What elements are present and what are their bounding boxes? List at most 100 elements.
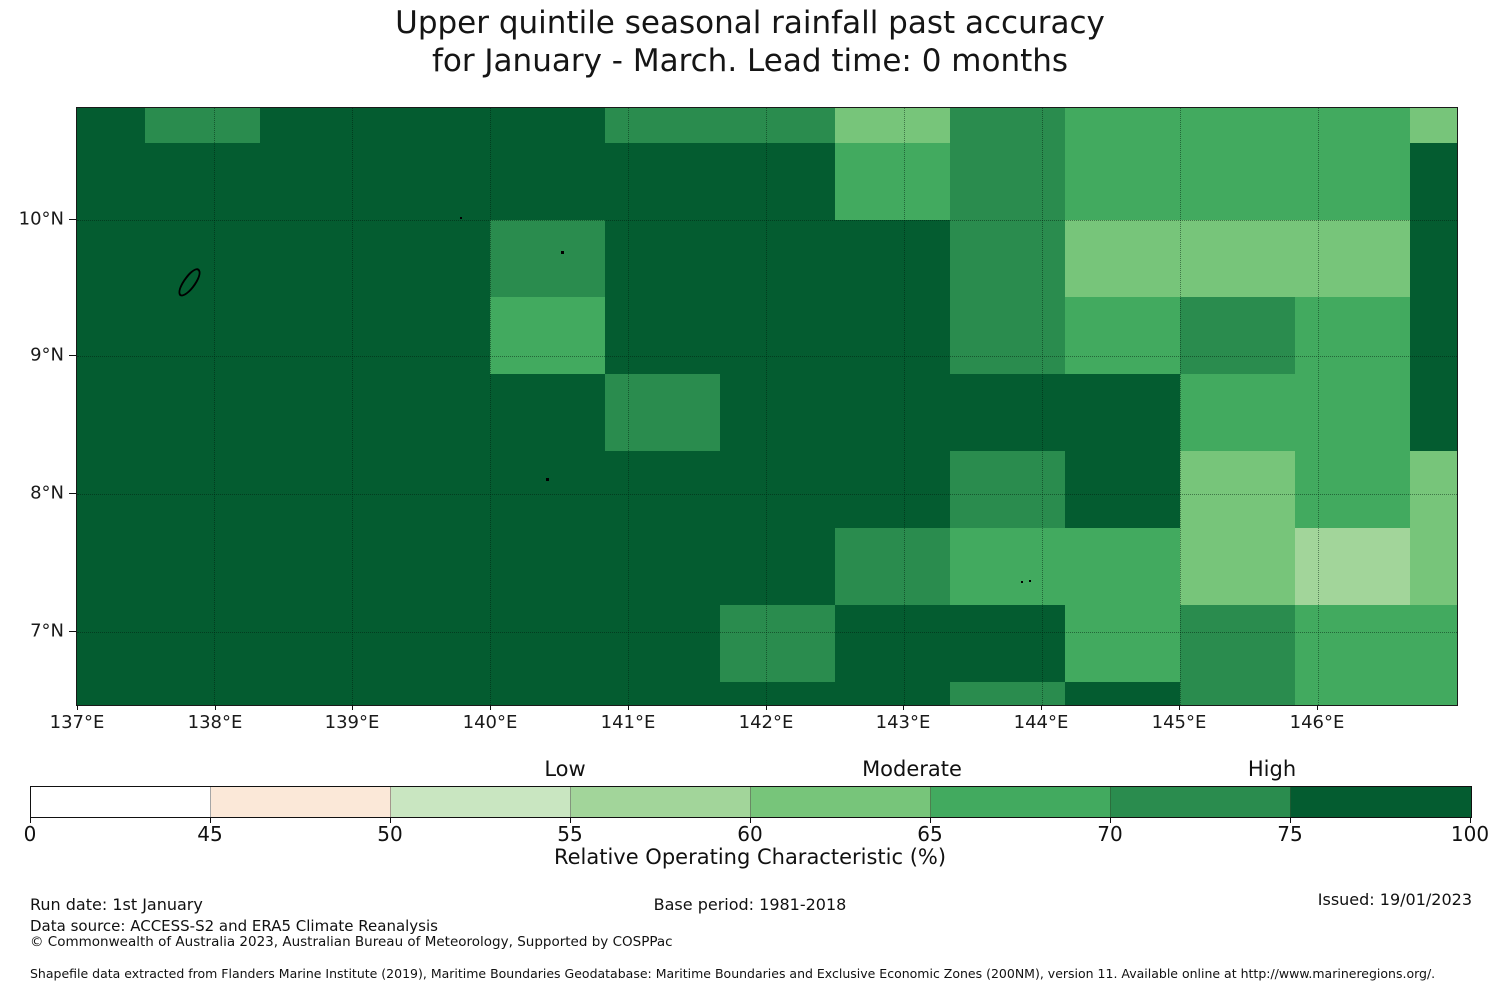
colorbar-tick-mark [1290, 818, 1291, 823]
colorbar-segment [1111, 787, 1291, 817]
map-cell [490, 605, 605, 682]
colorbar-segment [931, 787, 1111, 817]
parallel-gridline [77, 632, 1457, 633]
map-cell [145, 143, 260, 220]
meridian-gridline [214, 108, 215, 705]
map-cell [145, 108, 260, 143]
map-cell [1410, 682, 1457, 705]
island-dot [546, 478, 549, 481]
map-cell [77, 297, 145, 374]
map-cell [605, 143, 720, 220]
map-cell [260, 297, 375, 374]
map-cell [1295, 297, 1410, 374]
map-cell [260, 528, 375, 605]
map-cell [1410, 220, 1457, 297]
map-cell [605, 297, 720, 374]
map-cell [77, 682, 145, 705]
x-tick-label: 139°E [324, 712, 380, 733]
map-cell [720, 451, 835, 528]
colorbar-tick-mark [1110, 818, 1111, 823]
colorbar-tick-mark [930, 818, 931, 823]
colorbar-segment [211, 787, 391, 817]
y-tick-mark [69, 355, 76, 356]
map-cell [1180, 143, 1295, 220]
colorbar-tick-label: 55 [557, 822, 583, 846]
map-cell [490, 528, 605, 605]
meridian-gridline [904, 108, 905, 705]
map-cell [490, 451, 605, 528]
map-cell [720, 108, 835, 143]
map-cell [1295, 682, 1410, 705]
colorbar [30, 786, 1472, 818]
page-title-line1: Upper quintile seasonal rainfall past ac… [395, 5, 1105, 41]
map-cell [1180, 374, 1295, 451]
page-title: Upper quintile seasonal rainfall past ac… [0, 4, 1500, 80]
map-cell [260, 108, 375, 143]
x-tick-mark [352, 705, 353, 710]
map-cell [1180, 297, 1295, 374]
x-tick-label: 141°E [600, 712, 656, 733]
map-cell [1295, 605, 1410, 682]
map-cell [1065, 528, 1180, 605]
map-cell [1410, 297, 1457, 374]
map-cell [835, 682, 950, 705]
map-cell [1065, 682, 1180, 705]
map-cell [950, 108, 1065, 143]
x-tick-label: 138°E [187, 712, 243, 733]
colorbar-segment [751, 787, 931, 817]
page-title-line2: for January - March. Lead time: 0 months [431, 43, 1069, 79]
map-cell [77, 451, 145, 528]
copyright-text: © Commonwealth of Australia 2023, Austra… [30, 934, 673, 950]
map-cell [950, 143, 1065, 220]
parallel-gridline [77, 356, 1457, 357]
map-cell [835, 143, 950, 220]
map-cell [77, 143, 145, 220]
map-cell [1065, 374, 1180, 451]
parallel-gridline [77, 494, 1457, 495]
map-cell [605, 605, 720, 682]
y-tick-mark [69, 219, 76, 220]
meridian-gridline [1180, 108, 1181, 705]
map-cell [375, 297, 490, 374]
y-tick-mark [69, 493, 76, 494]
map-cell [1065, 451, 1180, 528]
map-cell [835, 108, 950, 143]
map-cell [375, 108, 490, 143]
map-cell [375, 220, 490, 297]
island-dot [561, 251, 564, 254]
meridian-gridline [1042, 108, 1043, 705]
map-cell [950, 605, 1065, 682]
colorbar-tick-mark [210, 818, 211, 823]
meridian-gridline [628, 108, 629, 705]
map-cell [1295, 220, 1410, 297]
map-cell [145, 297, 260, 374]
map-cell [375, 374, 490, 451]
meridian-gridline [766, 108, 767, 705]
meridian-gridline [352, 108, 353, 705]
map-cell [605, 528, 720, 605]
map-cell [77, 220, 145, 297]
parallel-gridline [77, 220, 1457, 221]
x-tick-mark [1317, 705, 1318, 710]
run-date-text: Run date: 1st January [30, 895, 203, 914]
y-tick-label: 10°N [18, 208, 64, 230]
meridian-gridline [1318, 108, 1319, 705]
map-cell [720, 143, 835, 220]
colorbar-tick-label: 70 [1097, 822, 1123, 846]
map-cell [720, 528, 835, 605]
map-cell [490, 682, 605, 705]
map-cell [1410, 374, 1457, 451]
map-cell [260, 220, 375, 297]
map-cell [145, 374, 260, 451]
map-cell [605, 682, 720, 705]
shapefile-attribution-text: Shapefile data extracted from Flanders M… [30, 966, 1436, 981]
map-cell [260, 605, 375, 682]
map-cell [490, 143, 605, 220]
map-cell [1065, 297, 1180, 374]
map-cell [1295, 374, 1410, 451]
x-tick-mark [628, 705, 629, 710]
data-source-text: Data source: ACCESS-S2 and ERA5 Climate … [30, 917, 438, 935]
y-tick-label: 9°N [30, 344, 64, 366]
island-dot [1021, 581, 1023, 583]
map-cell [950, 528, 1065, 605]
